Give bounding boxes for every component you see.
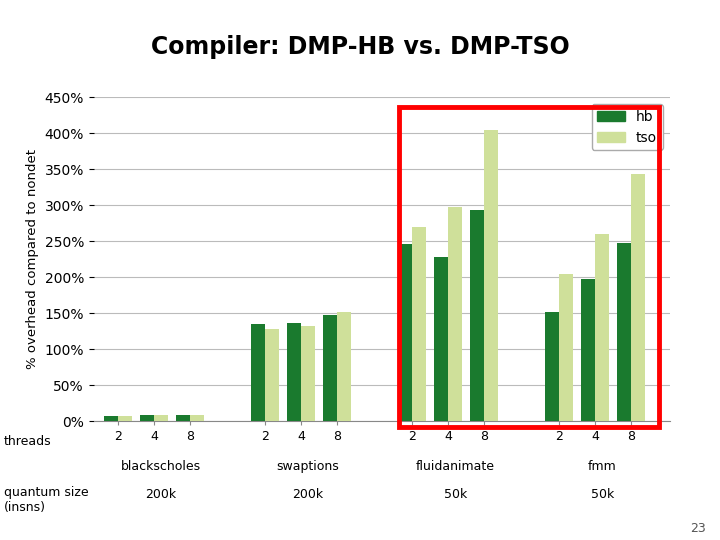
- Bar: [176, 415, 190, 421]
- Bar: [337, 312, 351, 421]
- Text: fluidanimate: fluidanimate: [415, 460, 495, 473]
- Bar: [287, 322, 301, 421]
- Bar: [581, 279, 595, 421]
- Bar: [595, 234, 609, 421]
- Bar: [301, 326, 315, 421]
- Text: 23: 23: [690, 522, 706, 535]
- Bar: [413, 227, 426, 421]
- Text: Compiler: DMP-HB vs. DMP-TSO: Compiler: DMP-HB vs. DMP-TSO: [150, 35, 570, 59]
- Y-axis label: % overhead compared to nondet: % overhead compared to nondet: [26, 149, 39, 369]
- Text: 200k: 200k: [145, 488, 176, 501]
- Bar: [398, 244, 413, 421]
- Text: 50k: 50k: [590, 488, 614, 501]
- Bar: [104, 416, 118, 421]
- Bar: [265, 329, 279, 421]
- Bar: [323, 315, 337, 421]
- Bar: [118, 416, 132, 421]
- Bar: [617, 242, 631, 421]
- Text: threads: threads: [4, 435, 51, 448]
- Bar: [484, 130, 498, 421]
- Bar: [470, 210, 484, 421]
- Bar: [399, 106, 659, 427]
- Text: 200k: 200k: [292, 488, 323, 501]
- Text: 50k: 50k: [444, 488, 467, 501]
- Bar: [631, 173, 645, 421]
- Bar: [154, 415, 168, 421]
- Bar: [559, 274, 573, 421]
- Text: quantum size
(insns): quantum size (insns): [4, 486, 89, 514]
- Bar: [140, 415, 154, 421]
- Bar: [545, 312, 559, 421]
- Text: blackscholes: blackscholes: [121, 460, 201, 473]
- Bar: [448, 207, 462, 421]
- Bar: [190, 415, 204, 421]
- Text: fmm: fmm: [588, 460, 616, 473]
- Bar: [434, 257, 448, 421]
- Bar: [251, 324, 265, 421]
- Legend: hb, tso: hb, tso: [592, 104, 662, 150]
- Text: swaptions: swaptions: [276, 460, 339, 473]
